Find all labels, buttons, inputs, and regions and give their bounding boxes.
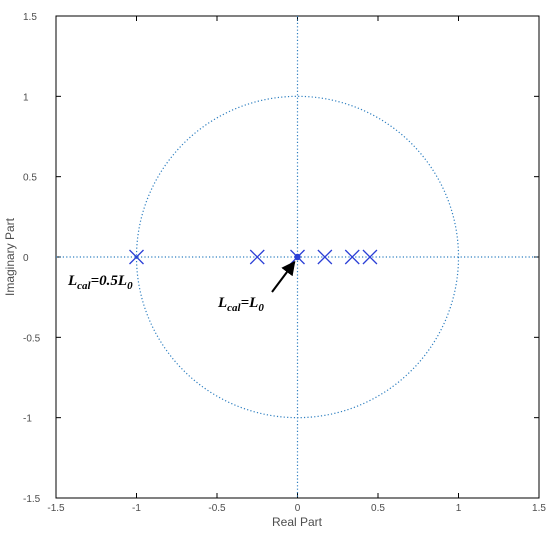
y-tick-label: 0.5: [23, 173, 37, 184]
y-tick-label: -1: [23, 414, 32, 425]
x-tick-label: -0.5: [208, 503, 226, 514]
y-tick-label: 0: [23, 253, 29, 264]
x-tick-label: 0.5: [371, 503, 385, 514]
x-axis-label: Real Part: [272, 515, 323, 529]
x-tick-label: -1: [132, 503, 141, 514]
y-tick-label: -1.5: [23, 494, 41, 505]
y-tick-label: 1: [23, 92, 29, 103]
x-tick-label: -1.5: [47, 503, 65, 514]
y-tick-label: -0.5: [23, 333, 41, 344]
y-axis-label: Imaginary Part: [3, 217, 17, 296]
pole-marker: [317, 249, 333, 265]
pole-marker: [129, 249, 144, 265]
x-tick-label: 0: [295, 503, 301, 514]
annotation-label: Lcal=0.5L0: [67, 273, 133, 292]
x-tick-label: 1: [456, 503, 462, 514]
annotation-label: Lcal=L0: [217, 295, 264, 314]
origin-pole-dot: [294, 253, 301, 261]
pole-marker: [344, 249, 360, 265]
pole-marker: [362, 249, 378, 265]
x-tick-label: 1.5: [532, 503, 546, 514]
pole-marker: [249, 249, 265, 265]
y-tick-label: 1.5: [23, 12, 37, 23]
annotation-arrow: [271, 260, 296, 293]
